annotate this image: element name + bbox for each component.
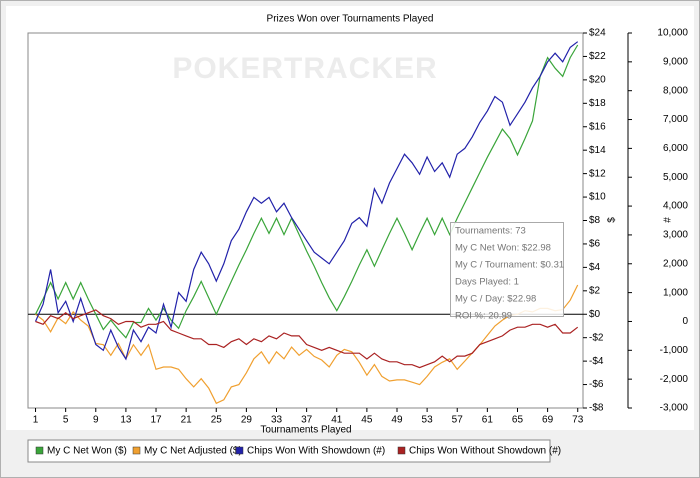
y-tick-label: -$8: [589, 403, 604, 414]
legend: [27, 439, 551, 463]
y-tick-label: -$6: [589, 379, 604, 390]
y-tick-label: $20: [589, 75, 606, 86]
y2-tick-label: 10,000: [657, 28, 688, 39]
chart-title: Prizes Won over Tournaments Played: [267, 14, 434, 25]
legend-label: Chips Won With Showdown (#): [247, 446, 385, 457]
y2-tick-label: -1,000: [660, 345, 689, 356]
legend-label: Chips Won Without Showdown (#): [409, 446, 561, 457]
legend-swatch: [397, 446, 406, 455]
y-axis-label: $: [607, 217, 618, 223]
watermark: POKERTRACKER: [172, 52, 437, 85]
x-tick-label: 21: [181, 415, 193, 426]
x-tick-label: 61: [482, 415, 494, 426]
x-tick-label: 53: [422, 415, 434, 426]
series-line: [35, 309, 579, 369]
tooltip: [450, 222, 564, 317]
y-tick-label: -$4: [589, 356, 604, 367]
y2-tick-label: 8,000: [663, 85, 688, 96]
y-tick-label: $16: [589, 121, 606, 132]
y-tick-label: $4: [589, 262, 601, 273]
y2-tick-label: 3,000: [663, 230, 688, 241]
x-tick-label: 33: [271, 415, 283, 426]
x-tick-label: 49: [391, 415, 403, 426]
x-tick-label: 9: [93, 415, 99, 426]
tooltip-line: ROI %: 20.99: [455, 311, 512, 322]
y2-tick-label: 4,000: [663, 201, 688, 212]
y-tick-label: $6: [589, 239, 601, 250]
tooltip-line: Days Played: 1: [455, 277, 519, 288]
legend-swatch: [35, 446, 44, 455]
y2-tick-label: 0: [682, 316, 688, 327]
legend-label: My C Net Adjusted ($): [144, 446, 242, 457]
y2-tick-label: -2,000: [660, 374, 689, 385]
y2-tick-label: 7,000: [663, 114, 688, 125]
x-tick-label: 45: [361, 415, 373, 426]
y2-tick-label: 1,000: [663, 287, 688, 298]
y-tick-label: $24: [589, 28, 606, 39]
series-line: [34, 41, 579, 361]
series-line: [34, 44, 579, 339]
y2-tick-label: -3,000: [660, 403, 689, 414]
legend-swatch: [235, 446, 244, 455]
tooltip-line: Tournaments: 73: [455, 226, 526, 237]
x-tick-label: 65: [512, 415, 524, 426]
y-tick-label: $14: [589, 145, 606, 156]
y-tick-label: $8: [589, 215, 601, 226]
tooltip-line: My C Net Won: $22.98: [455, 243, 551, 254]
x-tick-label: 25: [211, 415, 223, 426]
y-tick-label: $0: [589, 309, 601, 320]
y-tick-label: $2: [589, 285, 601, 296]
y-tick-label: $22: [589, 51, 606, 62]
tooltip-line: My C / Tournament: $0.31: [455, 260, 564, 271]
x-tick-label: 57: [452, 415, 464, 426]
x-tick-label: 13: [120, 415, 132, 426]
legend-swatch: [132, 446, 141, 455]
x-tick-label: 69: [542, 415, 554, 426]
x-tick-label: 41: [331, 415, 343, 426]
y2-axis-label: #: [663, 217, 674, 223]
y-tick-label: $10: [589, 192, 606, 203]
x-tick-label: 5: [63, 415, 69, 426]
x-tick-label: 29: [241, 415, 253, 426]
chart-panel: [6, 6, 694, 430]
y2-tick-label: 6,000: [663, 143, 688, 154]
y-tick-label: $18: [589, 98, 606, 109]
x-tick-label: 73: [572, 415, 584, 426]
y-tick-label: -$2: [589, 332, 604, 343]
x-tick-label: 37: [301, 415, 313, 426]
x-tick-label: 17: [150, 415, 162, 426]
x-axis-label: Tournaments Played: [260, 425, 351, 436]
y2-tick-label: 9,000: [663, 56, 688, 67]
x-tick-label: 1: [33, 415, 39, 426]
y-tick-label: $12: [589, 168, 606, 179]
y2-tick-label: 5,000: [663, 172, 688, 183]
legend-label: My C Net Won ($): [47, 446, 127, 457]
tooltip-line: My C / Day: $22.98: [455, 294, 536, 305]
y2-tick-label: 2,000: [663, 258, 688, 269]
